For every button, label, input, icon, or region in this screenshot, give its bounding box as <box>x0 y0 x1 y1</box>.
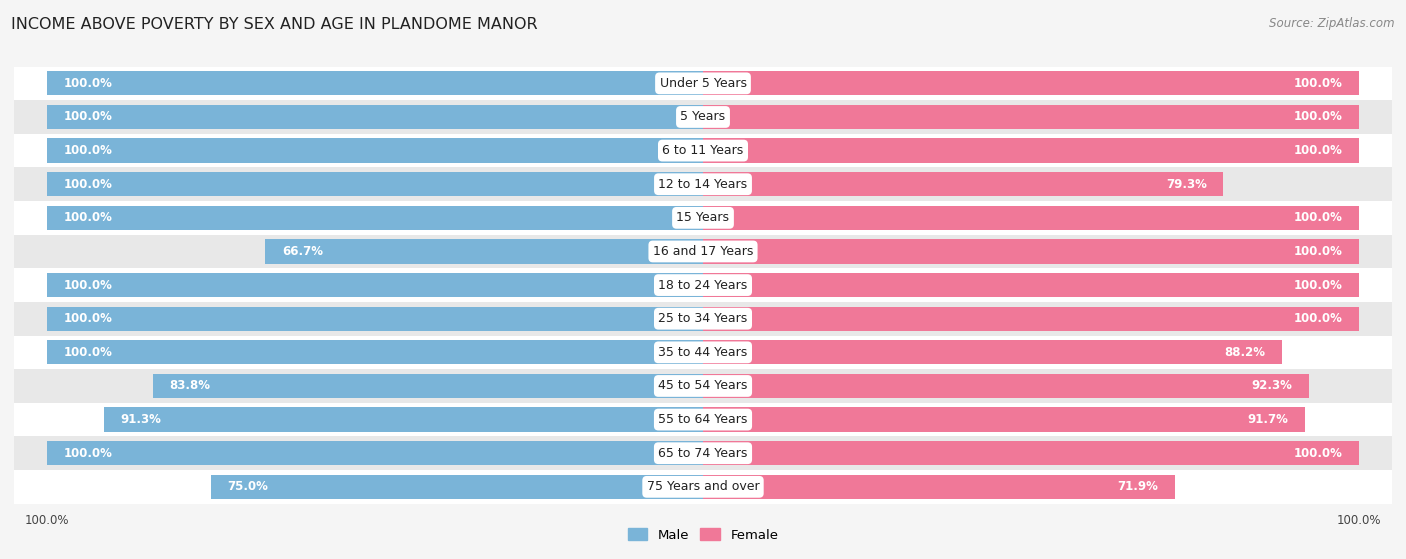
Bar <box>14 268 1392 302</box>
Bar <box>46 206 703 230</box>
Text: 92.3%: 92.3% <box>1251 380 1292 392</box>
Text: 25 to 34 Years: 25 to 34 Years <box>658 312 748 325</box>
Text: 16 and 17 Years: 16 and 17 Years <box>652 245 754 258</box>
Text: 83.8%: 83.8% <box>170 380 211 392</box>
Text: 100.0%: 100.0% <box>1294 447 1343 459</box>
Bar <box>703 374 1309 398</box>
Bar <box>703 475 1175 499</box>
Bar <box>703 71 1360 96</box>
Bar <box>14 302 1392 335</box>
Text: 18 to 24 Years: 18 to 24 Years <box>658 278 748 292</box>
Text: INCOME ABOVE POVERTY BY SEX AND AGE IN PLANDOME MANOR: INCOME ABOVE POVERTY BY SEX AND AGE IN P… <box>11 17 538 32</box>
Bar <box>14 403 1392 437</box>
Text: 91.3%: 91.3% <box>121 413 162 426</box>
Bar <box>153 374 703 398</box>
Text: 100.0%: 100.0% <box>63 278 112 292</box>
Text: 75 Years and over: 75 Years and over <box>647 480 759 494</box>
Text: 100.0%: 100.0% <box>1294 77 1343 90</box>
Text: 15 Years: 15 Years <box>676 211 730 224</box>
Bar <box>211 475 703 499</box>
Text: 55 to 64 Years: 55 to 64 Years <box>658 413 748 426</box>
Bar <box>703 273 1360 297</box>
Bar <box>14 335 1392 369</box>
Text: 75.0%: 75.0% <box>228 480 269 494</box>
Text: 100.0%: 100.0% <box>63 144 112 157</box>
Text: 100.0%: 100.0% <box>1294 111 1343 124</box>
Bar <box>14 369 1392 403</box>
Text: 91.7%: 91.7% <box>1247 413 1288 426</box>
Bar <box>14 470 1392 504</box>
Bar <box>703 206 1360 230</box>
Bar <box>14 437 1392 470</box>
Text: 12 to 14 Years: 12 to 14 Years <box>658 178 748 191</box>
Bar <box>14 201 1392 235</box>
Text: 100.0%: 100.0% <box>1294 211 1343 224</box>
Text: 35 to 44 Years: 35 to 44 Years <box>658 346 748 359</box>
Bar <box>14 167 1392 201</box>
Bar <box>46 71 703 96</box>
Bar <box>703 340 1282 364</box>
Bar <box>703 105 1360 129</box>
Bar <box>703 172 1223 196</box>
Text: 79.3%: 79.3% <box>1166 178 1206 191</box>
Bar <box>46 139 703 163</box>
Bar <box>46 273 703 297</box>
Text: 100.0%: 100.0% <box>1294 312 1343 325</box>
Bar <box>46 340 703 364</box>
Bar <box>14 235 1392 268</box>
Bar <box>46 105 703 129</box>
Bar <box>14 100 1392 134</box>
Bar <box>14 134 1392 167</box>
Bar <box>14 67 1392 100</box>
Text: 100.0%: 100.0% <box>63 346 112 359</box>
Text: 45 to 54 Years: 45 to 54 Years <box>658 380 748 392</box>
Bar <box>46 441 703 465</box>
Text: 100.0%: 100.0% <box>1294 245 1343 258</box>
Text: 100.0%: 100.0% <box>63 77 112 90</box>
Bar <box>46 306 703 331</box>
Text: 88.2%: 88.2% <box>1225 346 1265 359</box>
Text: 100.0%: 100.0% <box>63 312 112 325</box>
Text: 65 to 74 Years: 65 to 74 Years <box>658 447 748 459</box>
Text: 71.9%: 71.9% <box>1118 480 1159 494</box>
Bar <box>703 139 1360 163</box>
Text: 100.0%: 100.0% <box>63 111 112 124</box>
Bar <box>703 306 1360 331</box>
Text: Source: ZipAtlas.com: Source: ZipAtlas.com <box>1270 17 1395 30</box>
Text: 100.0%: 100.0% <box>1294 278 1343 292</box>
Bar <box>703 239 1360 264</box>
Text: 5 Years: 5 Years <box>681 111 725 124</box>
Text: 100.0%: 100.0% <box>63 447 112 459</box>
Legend: Male, Female: Male, Female <box>623 523 783 547</box>
Bar <box>46 172 703 196</box>
Text: 100.0%: 100.0% <box>63 178 112 191</box>
Bar <box>266 239 703 264</box>
Text: 100.0%: 100.0% <box>1294 144 1343 157</box>
Bar <box>104 408 703 432</box>
Text: 6 to 11 Years: 6 to 11 Years <box>662 144 744 157</box>
Text: Under 5 Years: Under 5 Years <box>659 77 747 90</box>
Bar <box>703 408 1305 432</box>
Text: 66.7%: 66.7% <box>281 245 323 258</box>
Bar <box>703 441 1360 465</box>
Text: 100.0%: 100.0% <box>63 211 112 224</box>
